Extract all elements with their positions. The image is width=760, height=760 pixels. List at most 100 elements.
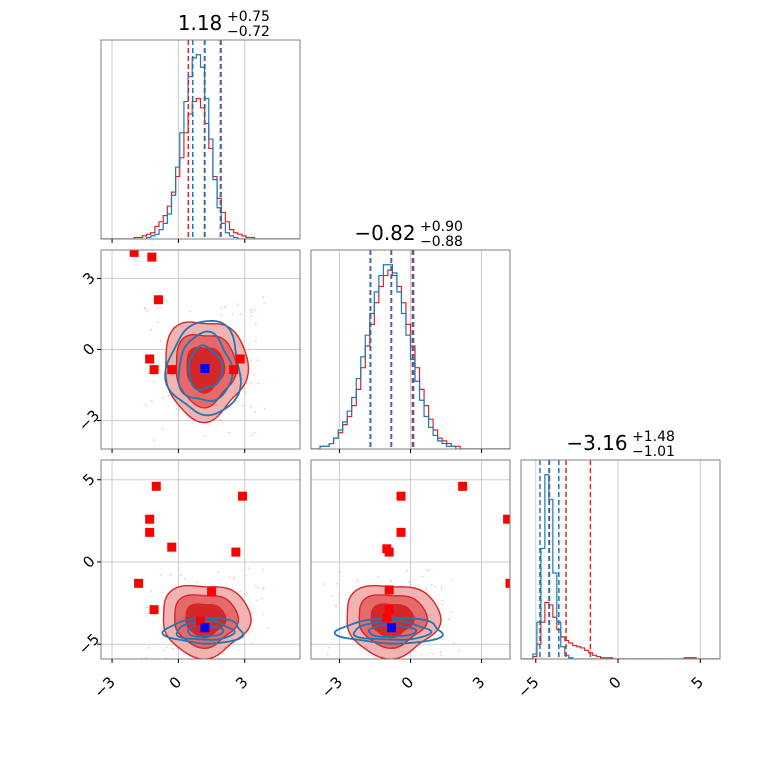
truth-marker <box>167 365 177 375</box>
sample-point <box>431 584 433 586</box>
sample-point <box>331 594 334 597</box>
sample-point <box>221 420 224 422</box>
sample-point <box>250 359 253 361</box>
contour-blue-level-3 <box>333 617 444 645</box>
truth-marker <box>149 365 159 375</box>
sample-point <box>162 648 165 651</box>
y-tick-label-p1: 3 <box>79 269 98 288</box>
sample-point <box>328 646 331 649</box>
sample-point <box>261 613 264 616</box>
reference-marker <box>200 623 210 633</box>
x-tick-label-p1: 0 <box>398 673 417 692</box>
sample-point <box>236 669 238 671</box>
contour-blue-level-2 <box>175 620 236 641</box>
sample-point <box>231 313 234 315</box>
sample-point <box>245 574 247 577</box>
x-tick-label-p2: 5 <box>688 673 707 692</box>
truth-marker <box>382 613 392 623</box>
sample-point <box>153 380 156 383</box>
title-p0-sub: −0.72 <box>227 24 270 40</box>
sample-point <box>220 306 223 309</box>
sample-point <box>263 407 266 410</box>
hist-panel-p2-border <box>520 459 721 660</box>
truth-marker <box>238 491 248 501</box>
hist-panel-p0-border <box>100 39 301 240</box>
contour-blue-level-3 <box>161 617 245 645</box>
sample-point <box>219 418 222 421</box>
sample-point <box>239 313 242 315</box>
sample-point <box>426 569 429 571</box>
truth-marker <box>505 578 510 588</box>
sample-point <box>356 580 359 583</box>
sample-point <box>233 578 235 580</box>
sample-point <box>166 300 169 302</box>
sample-point <box>158 369 160 371</box>
sample-point <box>250 315 252 318</box>
sample-point <box>150 328 152 331</box>
sample-point <box>220 670 222 672</box>
sample-point <box>242 660 244 662</box>
sample-point <box>453 665 455 667</box>
sample-point <box>251 434 254 437</box>
sample-point <box>339 571 342 574</box>
panels: −5 0 5 −3 0 3 −3 0 3 −5 0 5 −3 0 3 <box>75 39 721 701</box>
sample-point <box>332 643 335 646</box>
sample-point <box>150 400 153 402</box>
contour-blue-level-1 <box>188 344 224 391</box>
sample-point <box>235 399 238 402</box>
sample-point <box>250 311 253 314</box>
sample-point <box>145 656 147 659</box>
sample-point <box>440 585 443 588</box>
truth-marker <box>384 605 394 615</box>
sample-point <box>243 568 246 571</box>
y-tick-label-p1: 0 <box>79 340 98 359</box>
sample-point <box>157 307 159 309</box>
truth-marker <box>145 354 155 364</box>
title-p0-sup: +0.75 <box>227 9 270 25</box>
sample-point <box>247 348 250 350</box>
truth-marker <box>196 616 205 626</box>
sample-point <box>344 666 346 668</box>
sample-point <box>427 569 430 572</box>
sample-point <box>172 647 175 650</box>
sample-point <box>223 306 226 309</box>
sample-point <box>158 365 161 368</box>
truth-marker <box>231 547 241 557</box>
histogram-blue-p0 <box>101 54 300 239</box>
sample-point <box>437 601 440 604</box>
x-tick-label-p0: 0 <box>166 673 185 692</box>
sample-point <box>447 618 450 621</box>
sample-point <box>421 575 424 578</box>
sample-point <box>250 308 253 311</box>
sample-point <box>338 649 341 652</box>
sample-point <box>193 662 195 664</box>
sample-point <box>239 590 242 593</box>
sample-point <box>253 431 256 434</box>
joint-panel-p0_p2-border <box>100 459 301 660</box>
y-tick-label-p2: 5 <box>79 470 98 489</box>
truth-marker <box>229 365 239 375</box>
sample-point <box>261 588 264 591</box>
title-p1-sub: −0.88 <box>420 234 463 250</box>
sample-point <box>432 660 434 662</box>
sample-point <box>450 579 453 582</box>
sample-point <box>251 611 254 614</box>
sample-point <box>256 666 258 668</box>
sample-point <box>195 581 198 584</box>
sample-point <box>228 576 231 579</box>
joint-panel-p0_p2: −3 0 3 −5 0 5 <box>75 459 301 701</box>
sample-point <box>251 642 254 645</box>
sample-point <box>439 651 442 654</box>
sample-point <box>249 405 252 408</box>
sample-point <box>157 321 160 324</box>
x-tick-label-p2: −5 <box>514 673 542 701</box>
truth-marker <box>147 252 157 262</box>
sample-point <box>219 313 222 316</box>
sample-point <box>431 653 434 656</box>
contour-blue-level-3 <box>164 319 242 417</box>
sample-point <box>162 396 165 399</box>
hist-panel-p1 <box>310 249 511 453</box>
sample-point <box>162 428 165 431</box>
sample-point <box>334 604 337 607</box>
truth-marker <box>167 542 177 552</box>
